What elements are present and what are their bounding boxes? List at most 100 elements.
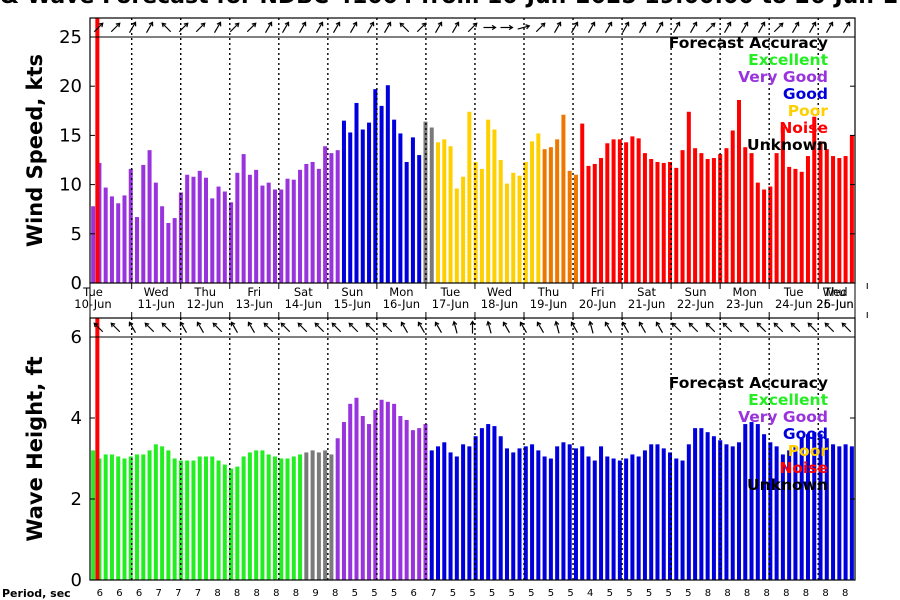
arrow-head	[200, 22, 206, 28]
arrow-shaft	[621, 22, 630, 33]
wave-bar	[548, 458, 553, 580]
wind-bar	[404, 161, 409, 283]
arrow-head	[675, 21, 681, 27]
arrow-shaft	[196, 322, 205, 333]
legend-item: Very Good	[738, 68, 828, 86]
wind-bar	[699, 153, 704, 283]
wave-bar	[498, 436, 503, 580]
period-value: 4	[587, 588, 593, 599]
wave-bar	[141, 454, 146, 580]
wave-bar	[210, 456, 215, 580]
wind-direction-arrow	[553, 21, 562, 33]
arrow-shaft	[705, 22, 716, 33]
arrow-shaft	[570, 22, 579, 33]
wave-bar	[229, 468, 234, 581]
wave-bar	[461, 444, 466, 580]
legend-item: Excellent	[748, 391, 828, 409]
wave-bar	[272, 456, 277, 580]
wave-bar	[316, 452, 321, 580]
wind-bar	[611, 139, 616, 283]
wave-direction-arrow	[144, 322, 155, 333]
arrow-head	[607, 21, 613, 27]
period-value: 6	[410, 588, 416, 599]
wave-bar	[605, 456, 610, 580]
day-label: Wed	[144, 285, 169, 299]
y-tick-label: 10	[59, 175, 82, 196]
wind-bar	[743, 147, 748, 283]
wind-direction-arrow	[467, 22, 478, 33]
wave-bar	[831, 444, 836, 580]
wind-bar	[624, 142, 629, 283]
wave-bar	[429, 450, 434, 580]
wave-direction-arrow	[452, 320, 458, 334]
wind-direction-arrow	[535, 22, 546, 33]
legend-item: Poor	[788, 102, 829, 120]
period-row: Period, sec 6 6 6 7 7 7 8 8 8 8 8 9 8 5 5 5 6 7 5 5 5 5 5 5 5 4 5 5 5…	[2, 587, 848, 600]
arrow-shaft	[535, 22, 546, 33]
wind-bar	[454, 188, 459, 283]
arrow-shaft	[553, 22, 562, 33]
arrow-head	[841, 322, 847, 328]
arrow-shaft	[332, 22, 341, 33]
wave-bar	[191, 460, 196, 580]
arrow-shaft	[791, 22, 800, 33]
date-label: 11-Jun	[137, 297, 174, 311]
wind-bar	[768, 186, 773, 283]
wind-direction-arrow	[570, 21, 579, 33]
wind-direction-arrow	[842, 21, 851, 33]
wave-bar	[799, 438, 804, 580]
wind-bar	[849, 135, 854, 283]
arrow-head	[115, 22, 121, 28]
wave-bar	[467, 446, 472, 580]
wind-direction-arrow	[500, 24, 514, 31]
wind-direction-arrow	[587, 21, 596, 33]
wind-bar	[272, 189, 277, 283]
arrow-head	[128, 321, 134, 327]
arrow-head	[196, 321, 202, 327]
period-value: 5	[665, 588, 671, 599]
arrow-shaft	[110, 322, 121, 333]
wind-direction-arrow	[483, 24, 497, 31]
arrow-head	[573, 21, 579, 27]
arrow-head	[743, 21, 749, 27]
wave-bar	[674, 458, 679, 580]
wind-bar	[373, 89, 378, 284]
wave-bar	[812, 432, 817, 580]
arrow-shaft	[400, 322, 409, 333]
period-value: 8	[803, 588, 809, 599]
arrow-head	[251, 22, 257, 28]
period-value: 5	[685, 588, 691, 599]
wave-bar	[492, 426, 497, 580]
wave-bar	[787, 450, 792, 580]
period-value: 7	[175, 588, 181, 599]
period-value: 8	[214, 588, 220, 599]
arrow-shaft	[178, 22, 189, 33]
wind-bar	[504, 183, 509, 283]
wave-bar	[849, 446, 854, 580]
arrow-shaft	[128, 22, 137, 33]
arrow-head	[807, 322, 813, 328]
date-label: 20-Jun	[579, 297, 616, 311]
wind-bar	[561, 114, 566, 284]
period-value: 8	[293, 588, 299, 599]
wave-bar	[360, 415, 365, 580]
wind-bar	[530, 141, 535, 283]
legend-item: Good	[783, 85, 828, 103]
legend-item: Good	[783, 425, 828, 443]
wave-bar	[241, 456, 246, 580]
arrow-shaft	[621, 322, 630, 333]
arrow-head	[624, 21, 630, 27]
wave-direction-arrow	[365, 322, 376, 333]
y-tick-label: 6	[71, 327, 82, 348]
wind-bar	[461, 176, 466, 283]
wind-bar	[97, 162, 102, 283]
wave-bar	[304, 452, 309, 580]
arrow-head	[658, 21, 664, 27]
arrow-shaft	[348, 322, 359, 333]
arrow-head	[540, 22, 546, 28]
wind-direction-arrow	[366, 21, 375, 33]
wave-bar	[743, 424, 748, 580]
wind-bar	[147, 150, 152, 283]
day-label: Wed	[487, 285, 512, 299]
day-label: Thu	[193, 285, 216, 299]
